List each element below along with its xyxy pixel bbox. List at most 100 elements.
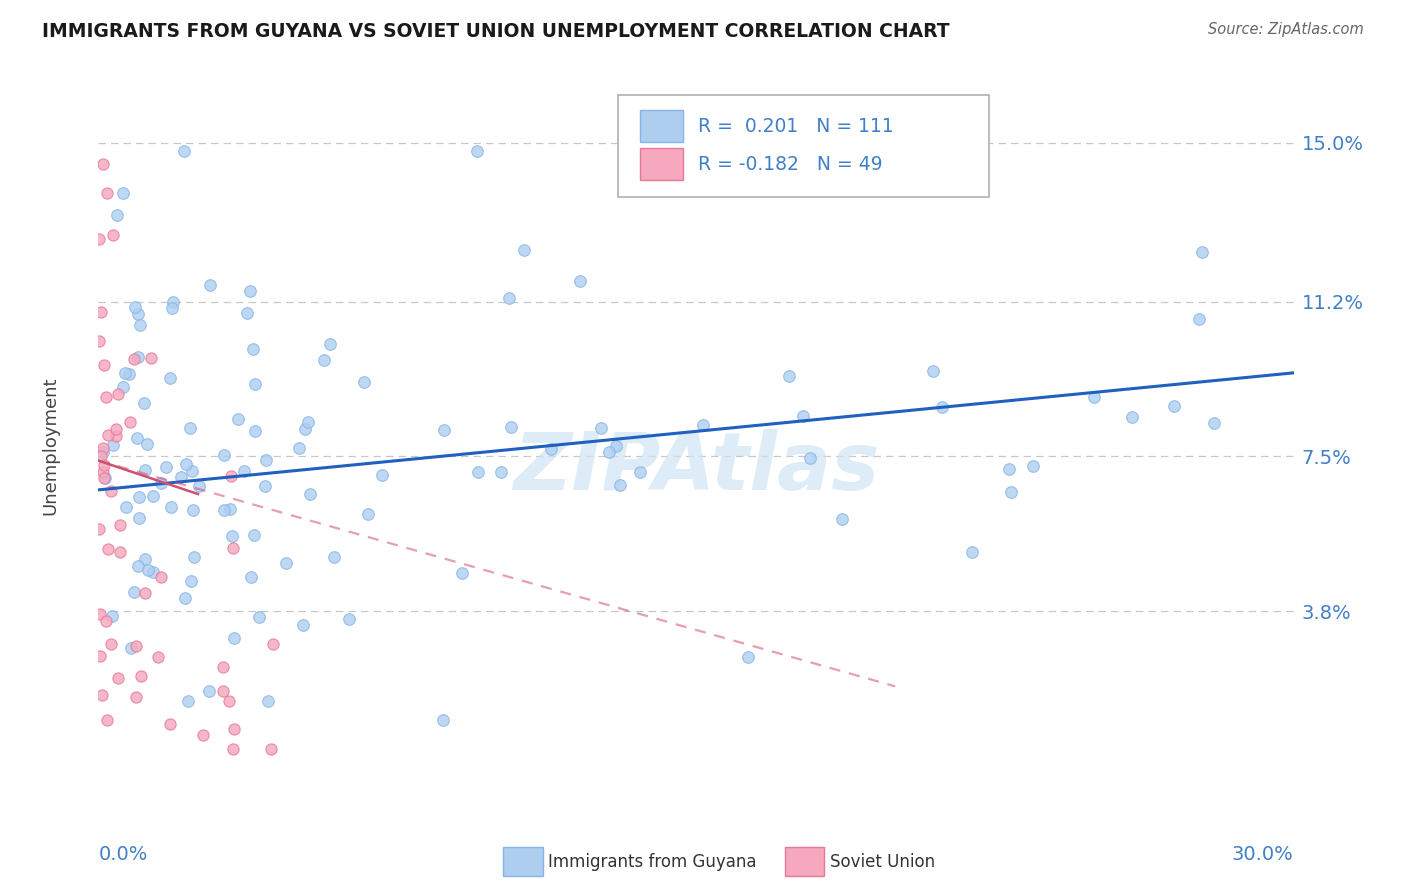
Point — [100, 483, 122, 498]
Point — [134, 552, 156, 566]
Point — [931, 400, 953, 414]
Text: 30.0%: 30.0% — [1232, 845, 1294, 863]
Point — [294, 421, 316, 435]
Point — [129, 669, 152, 683]
Point — [160, 301, 183, 315]
Point — [922, 364, 945, 378]
Point — [609, 478, 631, 492]
Point — [256, 693, 278, 707]
Point — [87, 334, 110, 348]
Text: R = -0.182   N = 49: R = -0.182 N = 49 — [699, 155, 883, 174]
Point — [467, 465, 489, 479]
Point — [125, 431, 148, 445]
Point — [235, 305, 257, 319]
Point — [491, 465, 513, 479]
Point — [288, 441, 311, 455]
Point — [218, 694, 240, 708]
Point — [243, 528, 266, 542]
Point — [91, 445, 114, 459]
Point — [432, 713, 454, 727]
Point — [243, 425, 266, 439]
Point — [778, 369, 800, 384]
Point — [91, 465, 114, 479]
Point — [1022, 458, 1045, 473]
Point — [94, 471, 117, 485]
Text: Source: ZipAtlas.com: Source: ZipAtlas.com — [1208, 22, 1364, 37]
Point — [465, 145, 488, 159]
Point — [1163, 399, 1185, 413]
Point — [212, 448, 235, 462]
Point — [105, 208, 128, 222]
Point — [170, 470, 193, 484]
Point — [299, 487, 322, 501]
Point — [221, 529, 243, 543]
Point — [104, 428, 127, 442]
Point — [198, 278, 221, 293]
Point — [120, 641, 142, 656]
Point — [132, 396, 155, 410]
Point — [245, 377, 267, 392]
Point — [498, 291, 520, 305]
Point — [89, 522, 111, 536]
Point — [323, 550, 346, 565]
Point — [149, 476, 172, 491]
Point — [239, 284, 262, 298]
Point — [138, 563, 160, 577]
Point — [134, 586, 156, 600]
Point — [179, 420, 201, 434]
Text: R =  0.201   N = 111: R = 0.201 N = 111 — [699, 117, 894, 136]
Point — [97, 428, 120, 442]
Point — [111, 186, 134, 201]
Point — [337, 612, 360, 626]
Point — [253, 479, 276, 493]
Point — [274, 556, 297, 570]
Point — [831, 512, 853, 526]
Point — [540, 442, 562, 456]
Point — [312, 353, 335, 368]
Point — [142, 489, 165, 503]
Point — [128, 318, 150, 333]
Point — [499, 420, 522, 434]
Point — [115, 500, 138, 514]
Point — [628, 466, 651, 480]
Point — [124, 300, 146, 314]
Point — [242, 343, 264, 357]
Point — [122, 351, 145, 366]
Point — [159, 717, 181, 731]
Point — [222, 742, 245, 756]
Point — [319, 336, 342, 351]
Point — [1121, 409, 1143, 424]
Point — [91, 688, 114, 702]
Point — [181, 465, 204, 479]
Point — [598, 444, 620, 458]
Point — [193, 728, 215, 742]
Point — [93, 471, 115, 485]
Point — [127, 307, 149, 321]
Point — [254, 452, 277, 467]
Point — [187, 478, 209, 492]
Point — [1188, 311, 1211, 326]
Point — [97, 541, 120, 556]
Point — [1083, 390, 1105, 404]
Text: IMMIGRANTS FROM GUYANA VS SOVIET UNION UNEMPLOYMENT CORRELATION CHART: IMMIGRANTS FROM GUYANA VS SOVIET UNION U… — [42, 22, 950, 41]
Point — [142, 566, 165, 580]
Point — [146, 650, 169, 665]
Point — [513, 243, 536, 257]
Point — [226, 412, 249, 426]
Point — [155, 460, 177, 475]
Point — [297, 415, 319, 429]
Point — [89, 649, 111, 664]
Point — [108, 545, 131, 559]
Point — [262, 637, 284, 651]
Point — [107, 387, 129, 401]
Point — [91, 442, 114, 456]
Point — [101, 609, 124, 624]
Point — [112, 380, 135, 394]
Point — [101, 438, 124, 452]
Point — [997, 462, 1019, 476]
Point — [212, 503, 235, 517]
Point — [211, 683, 233, 698]
Point — [91, 157, 114, 171]
Point — [90, 305, 112, 319]
Point — [247, 610, 270, 624]
